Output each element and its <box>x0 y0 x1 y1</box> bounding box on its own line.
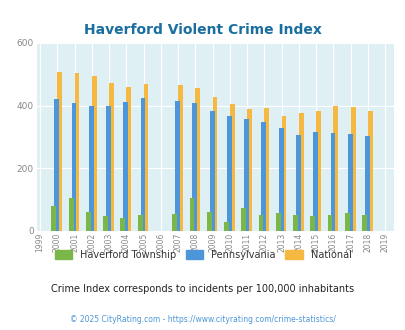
Bar <box>123 103 128 231</box>
Bar <box>71 103 76 231</box>
Bar <box>347 134 352 231</box>
Bar <box>109 83 113 231</box>
Bar <box>51 206 56 231</box>
Bar <box>309 216 314 231</box>
Bar <box>86 212 91 231</box>
Bar <box>92 76 96 231</box>
Bar <box>278 128 283 231</box>
Bar <box>364 136 369 231</box>
Bar <box>89 106 94 231</box>
Bar <box>350 107 355 231</box>
Text: © 2025 CityRating.com - https://www.cityrating.com/crime-statistics/: © 2025 CityRating.com - https://www.city… <box>70 315 335 324</box>
Bar <box>209 111 214 231</box>
Bar <box>54 99 59 231</box>
Bar <box>313 132 317 231</box>
Bar <box>68 198 73 231</box>
Bar <box>333 106 337 231</box>
Text: Crime Index corresponds to incidents per 100,000 inhabitants: Crime Index corresponds to incidents per… <box>51 284 354 294</box>
Bar <box>224 222 228 231</box>
Bar <box>140 98 145 231</box>
Bar <box>367 111 372 231</box>
Bar <box>292 215 297 231</box>
Bar <box>275 213 280 231</box>
Bar <box>143 84 148 231</box>
Bar <box>120 218 125 231</box>
Bar <box>261 122 266 231</box>
Bar <box>344 213 349 231</box>
Bar <box>229 104 234 231</box>
Bar <box>327 215 332 231</box>
Bar <box>315 111 320 231</box>
Bar <box>178 84 183 231</box>
Bar <box>175 101 179 231</box>
Bar <box>126 87 131 231</box>
Bar <box>103 216 108 231</box>
Bar <box>192 103 197 231</box>
Bar <box>247 109 252 231</box>
Bar <box>361 215 366 231</box>
Bar <box>195 88 200 231</box>
Bar <box>206 212 211 231</box>
Bar <box>258 215 263 231</box>
Bar <box>57 72 62 231</box>
Bar <box>281 115 286 231</box>
Bar <box>330 133 335 231</box>
Bar <box>295 135 300 231</box>
Bar <box>137 215 142 231</box>
Bar <box>244 119 248 231</box>
Bar <box>264 109 269 231</box>
Bar <box>298 113 303 231</box>
Bar <box>212 96 217 231</box>
Legend: Haverford Township, Pennsylvania, National: Haverford Township, Pennsylvania, Nation… <box>51 246 354 264</box>
Bar <box>241 209 245 231</box>
Bar <box>106 106 111 231</box>
Bar <box>75 73 79 231</box>
Text: Haverford Violent Crime Index: Haverford Violent Crime Index <box>84 23 321 37</box>
Bar <box>172 214 177 231</box>
Bar <box>226 116 231 231</box>
Bar <box>189 198 194 231</box>
